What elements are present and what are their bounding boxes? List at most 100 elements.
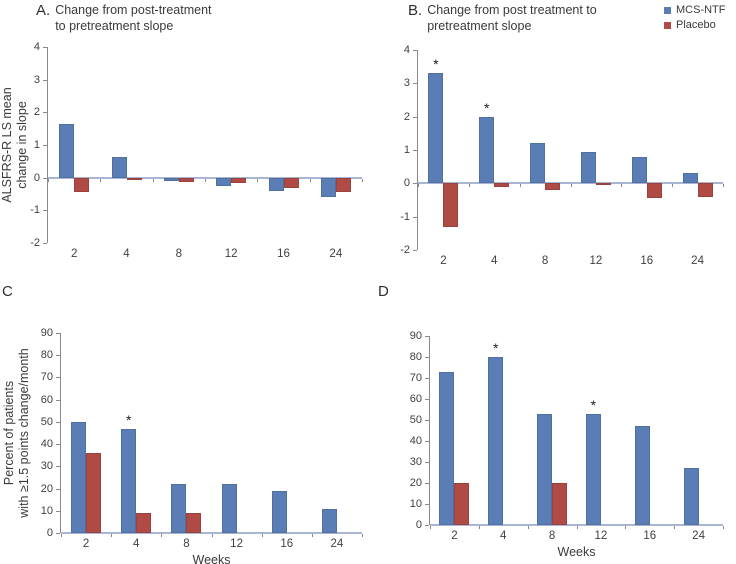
x-tick-label: 8 — [548, 530, 556, 542]
legend-item-placebo: Placebo — [664, 19, 726, 31]
x-axis-label: Weeks — [192, 553, 231, 564]
x-axis-tick — [309, 178, 311, 182]
bar-mcs-ntf-week-24 — [321, 508, 337, 533]
y-tick-label: 1 — [403, 144, 410, 156]
y-axis-line — [47, 47, 48, 243]
y-axis-tick — [425, 525, 429, 526]
y-tick-label: 90 — [40, 327, 53, 339]
y-tick-label: 50 — [409, 414, 422, 426]
y-axis-tick — [413, 183, 417, 185]
panel-d-chart: D 0 10 20 30 40 50 60 70 80 90 * * 2 4 8 12 16 24 Weeks — [368, 282, 736, 564]
y-axis-tick — [43, 177, 47, 179]
x-axis-tick — [257, 178, 259, 182]
x-axis-tick — [61, 534, 62, 537]
x-axis-tick — [111, 534, 113, 537]
bar-placebo-week-2 — [454, 483, 470, 525]
x-tick-label: 24 — [329, 248, 343, 260]
y-axis-tick — [425, 483, 429, 484]
y-tick-label: -2 — [30, 237, 40, 249]
x-axis-tick — [430, 526, 431, 529]
bar-placebo-week-12 — [231, 177, 247, 184]
x-axis-tick — [723, 526, 724, 529]
y-tick-label: 4 — [403, 44, 410, 56]
bar-mcs-ntf-week-8 — [171, 484, 187, 533]
y-tick-label: -2 — [400, 244, 410, 256]
x-axis-tick — [519, 184, 521, 188]
x-tick-label: 4 — [133, 538, 140, 550]
bar-mcs-ntf-week-24 — [683, 468, 699, 525]
y-axis-tick — [413, 50, 417, 51]
panel-a-chart: A. Change from post-treatment to pretreatm… — [0, 0, 368, 282]
bar-mcs-ntf-week-8 — [537, 413, 553, 525]
bar-placebo-week-12 — [595, 183, 611, 186]
y-axis-tick — [413, 83, 417, 85]
panel-title: C — [2, 283, 13, 300]
bar-placebo-week-16 — [646, 183, 662, 199]
x-tick-label: 24 — [692, 530, 705, 542]
bar-mcs-ntf-week-2 — [428, 73, 444, 184]
bar-mcs-ntf-week-4 — [111, 157, 127, 178]
x-axis-tick — [152, 178, 154, 182]
bar-placebo-week-8 — [552, 483, 568, 525]
x-tick-label: 8 — [541, 255, 549, 267]
x-tick-label: 4 — [123, 248, 130, 260]
y-axis-tick — [43, 145, 47, 146]
bar-mcs-ntf-week-8 — [530, 143, 546, 184]
y-tick-label: 90 — [409, 330, 422, 342]
bar-mcs-ntf-week-2 — [59, 123, 75, 178]
y-tick-label: 10 — [409, 498, 422, 510]
bar-placebo-week-16 — [283, 177, 299, 189]
y-tick-label: -1 — [400, 210, 410, 223]
x-axis-tick — [478, 526, 480, 529]
y-axis-tick — [56, 421, 60, 423]
y-axis-tick — [56, 510, 60, 512]
bar-placebo-week-8 — [545, 183, 561, 190]
bar-mcs-ntf-week-16 — [268, 177, 284, 191]
y-tick-label: 0 — [33, 171, 40, 184]
zero-baseline — [430, 524, 723, 526]
panel-title-text: Change from post treatment to pretreatmen… — [427, 3, 597, 34]
bar-mcs-ntf-week-12 — [216, 177, 232, 187]
y-axis-tick — [56, 355, 60, 357]
y-tick-label: 80 — [409, 351, 422, 363]
panel-b-chart: B. Change from post treatment to pretreatm… — [368, 0, 736, 282]
x-axis-tick — [570, 184, 572, 188]
y-axis-tick — [43, 243, 47, 244]
x-axis-tick — [672, 184, 674, 188]
y-tick-label: 1 — [33, 139, 40, 151]
x-tick-label: 12 — [224, 248, 238, 260]
x-axis-tick — [48, 178, 49, 182]
legend: MCS-NTF Placebo — [664, 4, 726, 34]
y-axis-tick — [56, 399, 60, 401]
bar-mcs-ntf-week-4 — [121, 428, 137, 533]
panel-letter: B. — [408, 2, 423, 19]
y-tick-label: 2 — [33, 106, 40, 119]
y-axis-tick — [425, 504, 429, 505]
panel-c-chart: C 0 10 20 30 40 50 60 70 80 90 * 2 4 8 12 16 24 Weeks Perce… — [0, 282, 368, 564]
legend-item-mcs-ntf: MCS-NTF — [664, 4, 726, 16]
y-axis-tick — [43, 79, 47, 81]
x-tick-label: 2 — [82, 538, 90, 550]
bar-mcs-ntf-week-12 — [221, 484, 237, 533]
y-axis-line — [429, 336, 430, 525]
y-axis-tick — [43, 47, 47, 48]
legend-label-mcs-ntf: MCS-NTF — [676, 4, 726, 16]
x-tick-label: 12 — [589, 255, 603, 267]
x-axis-tick — [362, 178, 363, 182]
y-axis-tick — [56, 533, 60, 534]
y-tick-label: 70 — [40, 371, 53, 384]
bar-placebo-week-24 — [335, 177, 351, 192]
bar-placebo-week-2 — [86, 453, 102, 533]
x-axis-tick — [211, 534, 213, 537]
x-axis-tick — [161, 534, 163, 537]
x-axis-tick — [621, 184, 623, 188]
bar-mcs-ntf-week-24 — [320, 177, 336, 198]
placebo-swatch-icon — [664, 21, 671, 29]
bar-mcs-ntf-week-16 — [634, 426, 650, 525]
y-tick-label: 80 — [40, 349, 53, 362]
bar-placebo-week-8 — [186, 513, 202, 533]
y-tick-label: 3 — [33, 73, 40, 86]
y-tick-label: 0 — [46, 527, 53, 539]
y-axis-line — [60, 333, 61, 533]
y-axis-tick — [56, 377, 60, 379]
